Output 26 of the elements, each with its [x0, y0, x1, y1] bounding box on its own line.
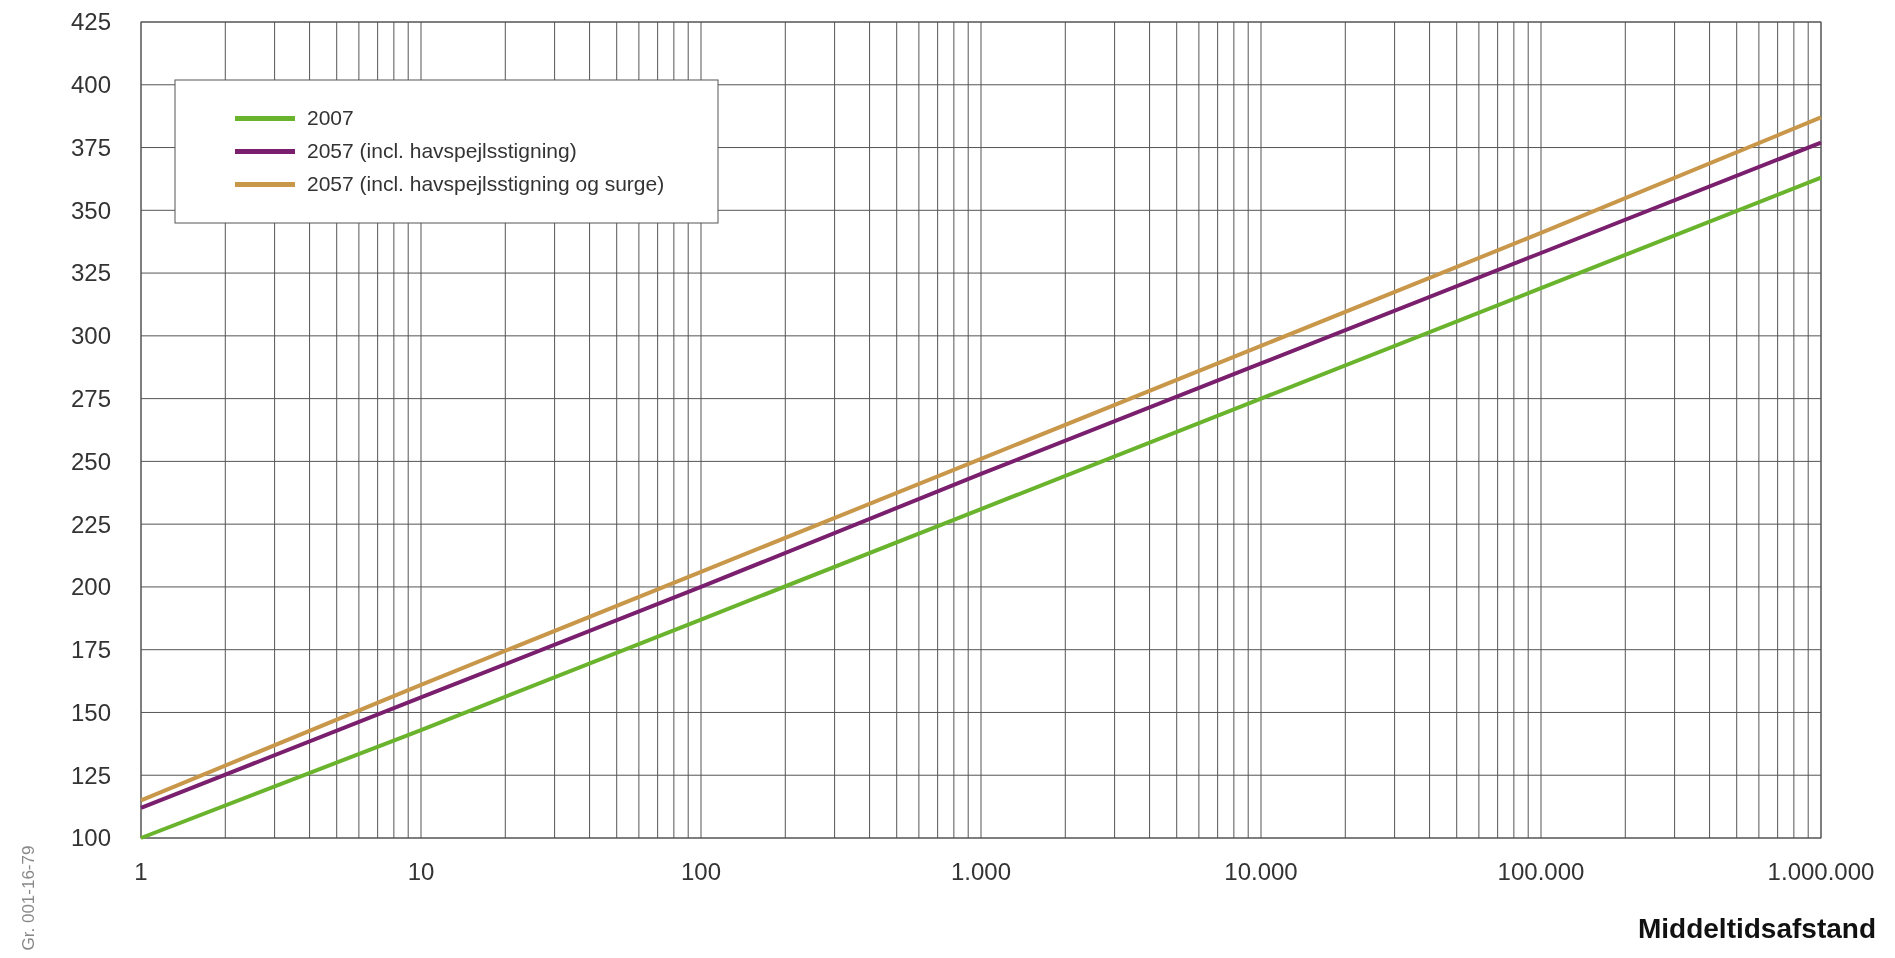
y-tick-label: 350	[70, 196, 111, 224]
y-tick-label: 325	[70, 259, 111, 287]
x-tick-label: 1.000.000	[1767, 858, 1875, 885]
legend-label: 2057 (incl. havspejlsstigning og surge)	[307, 172, 665, 196]
x-tick-label: 1.000	[950, 858, 1012, 885]
legend-label: 2007	[307, 106, 354, 130]
y-tick-label: 375	[70, 133, 111, 161]
y-tick-label: 425	[70, 8, 111, 36]
y-tick-label: 250	[70, 447, 111, 475]
text: Gr. 001-16-79	[19, 845, 38, 951]
y-tick-label: 400	[70, 71, 111, 99]
x-tick-label: 10	[407, 858, 435, 885]
y-tick-label: 175	[70, 636, 111, 664]
y-tick-label: 275	[70, 385, 111, 413]
y-tick-label: 100	[70, 824, 111, 852]
x-tick-label: 10.000	[1224, 858, 1298, 885]
x-tick-label: 100	[680, 858, 722, 885]
y-tick-label: 225	[70, 510, 111, 538]
legend-label: 2057 (incl. havspejlsstigning)	[307, 139, 577, 163]
y-tick-label: 200	[70, 573, 111, 601]
y-tick-label: 150	[70, 698, 111, 726]
x-tick-label: 1	[134, 858, 148, 885]
y-tick-label: 300	[70, 322, 111, 350]
y-tick-label: 125	[70, 761, 111, 789]
x-tick-label: 100.000	[1497, 858, 1585, 885]
x-axis-title: Middeltidsafstand	[1637, 913, 1876, 944]
